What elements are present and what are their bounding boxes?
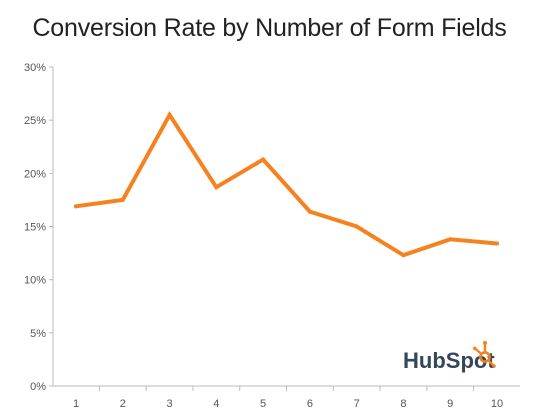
data-point: [74, 204, 78, 209]
y-tick-label: 5%: [30, 328, 46, 340]
y-tick-label: 20%: [24, 168, 46, 180]
data-point: [261, 157, 266, 162]
y-tick-label: 0%: [30, 381, 46, 393]
x-tick-label: 2: [120, 398, 126, 410]
chart-axes: [52, 67, 520, 387]
chart-title: Conversion Rate by Number of Form Fields: [32, 14, 507, 42]
y-axis-ticks: 0% 5% 10% 15% 20% 25% 30%: [24, 62, 53, 393]
data-point: [307, 209, 312, 214]
data-point: [448, 237, 453, 242]
y-tick-label: 10%: [24, 275, 46, 287]
hubspot-logo: HubSpot: [403, 341, 496, 373]
data-point: [354, 224, 359, 229]
data-point: [495, 241, 499, 246]
x-tick-label: 7: [354, 398, 360, 410]
y-tick-label: 25%: [24, 115, 46, 127]
x-tick-label: 5: [260, 398, 266, 410]
series-group: [74, 111, 499, 258]
x-tick-label: 4: [213, 398, 219, 410]
data-point: [214, 185, 219, 190]
x-tick-label: 9: [447, 398, 453, 410]
data-point: [167, 112, 172, 117]
x-tick-label: 10: [491, 398, 503, 410]
x-tick-label: 1: [73, 398, 79, 410]
y-tick-label: 15%: [24, 222, 46, 234]
x-tick-label: 8: [400, 398, 406, 410]
series-line: [74, 111, 499, 258]
y-tick-label: 30%: [24, 62, 46, 74]
x-tick-label: 6: [307, 398, 313, 410]
sprocket-icon: [473, 341, 496, 368]
x-axis-ticks: 1 2 3 4 5 6 7 8 9 10: [73, 386, 503, 410]
data-point: [401, 253, 406, 258]
x-tick-label: 3: [166, 398, 172, 410]
data-point: [120, 197, 125, 202]
